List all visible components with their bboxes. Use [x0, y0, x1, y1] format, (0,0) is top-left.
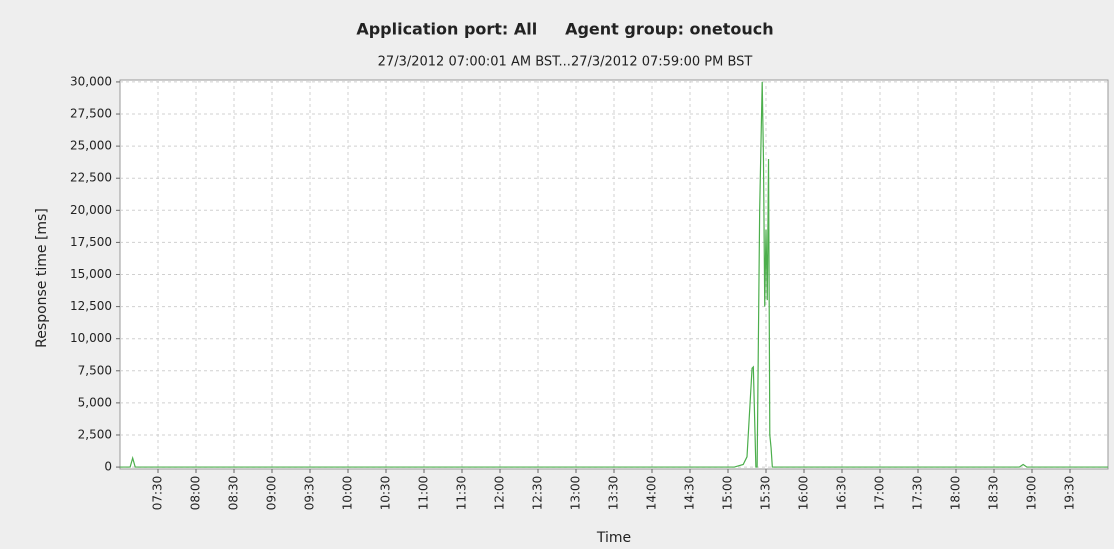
y-tick-label: 2,500 [78, 427, 112, 441]
y-tick-label: 10,000 [70, 331, 112, 345]
x-tick-label: 15:00 [721, 476, 735, 511]
y-tick-label: 30,000 [70, 74, 112, 88]
x-tick-label: 08:30 [227, 476, 241, 511]
y-tick-label: 12,500 [70, 299, 112, 313]
x-tick-label: 16:00 [797, 476, 811, 511]
y-axis-label: Response time [ms] [34, 208, 50, 348]
data-line [120, 81, 1108, 468]
x-tick-label: 14:30 [683, 476, 697, 511]
chart-subtitle: 27/3/2012 07:00:01 AM BST...27/3/2012 07… [378, 55, 753, 70]
y-tick-label: 27,500 [70, 107, 112, 121]
x-tick-label: 12:30 [531, 476, 545, 511]
y-tick-label: 15,000 [70, 267, 112, 281]
x-tick-label: 09:30 [303, 476, 317, 511]
x-tick-label: 18:30 [987, 476, 1001, 511]
chart-title: Application port: All Agent group: oneto… [356, 20, 773, 39]
x-tick-label: 12:00 [493, 476, 507, 511]
x-tick-label: 08:00 [189, 476, 203, 511]
x-tick-label: 15:30 [759, 476, 773, 511]
x-tick-label: 14:00 [645, 476, 659, 511]
x-tick-label: 11:30 [455, 476, 469, 511]
x-tick-label: 10:00 [341, 476, 355, 511]
x-tick-label: 13:00 [569, 476, 583, 511]
x-tick-label: 17:30 [911, 476, 925, 511]
y-tick-label: 0 [104, 460, 112, 474]
x-tick-label: 16:30 [835, 476, 849, 511]
y-tick-label: 22,500 [70, 171, 112, 185]
x-axis-label: Time [596, 530, 631, 546]
x-tick-label: 09:00 [265, 476, 279, 511]
y-tick-label: 5,000 [78, 395, 112, 409]
x-tick-label: 18:00 [949, 476, 963, 511]
y-tick-label: 17,500 [70, 235, 112, 249]
x-tick-label: 07:30 [151, 476, 165, 511]
x-tick-label: 11:00 [417, 476, 431, 511]
y-tick-label: 25,000 [70, 139, 112, 153]
y-tick-label: 7,500 [78, 363, 112, 377]
x-tick-label: 19:30 [1063, 476, 1077, 511]
x-tick-label: 10:30 [379, 476, 393, 511]
x-tick-label: 17:00 [873, 476, 887, 511]
x-tick-label: 19:00 [1025, 476, 1039, 511]
y-tick-label: 20,000 [70, 203, 112, 217]
x-tick-label: 13:30 [607, 476, 621, 511]
